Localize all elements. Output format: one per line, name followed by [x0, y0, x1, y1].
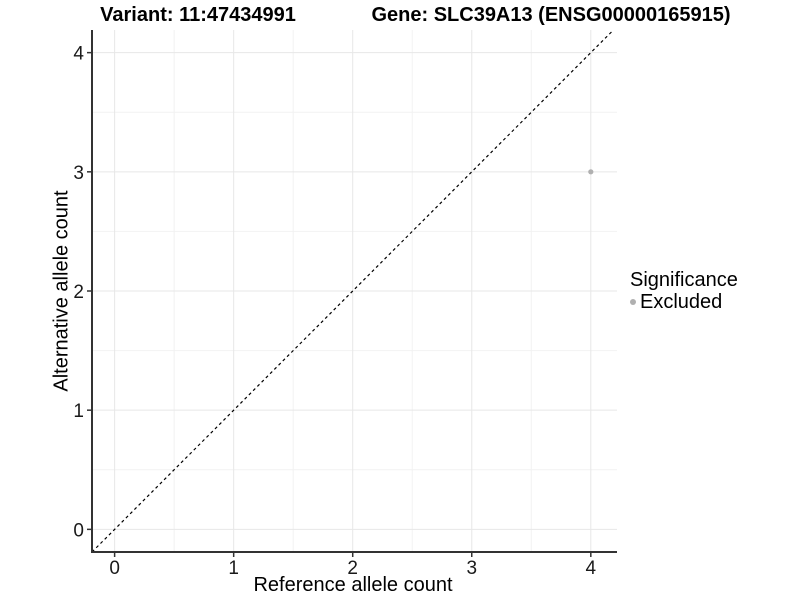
x-axis-title: Reference allele count [253, 574, 453, 596]
x-tick-label: 3 [466, 558, 477, 579]
y-tick-label: 3 [73, 163, 84, 184]
x-tick-label: 1 [228, 558, 239, 579]
legend-title: Significance [630, 269, 738, 291]
legend-item-excluded: Excluded [630, 291, 738, 313]
identity-reference-line [91, 29, 614, 553]
gene-title: Gene: SLC39A13 (ENSG00000165915) [371, 4, 731, 26]
x-tick-label: 2 [347, 558, 358, 579]
x-tick-label: 0 [109, 558, 120, 579]
legend-item-label: Excluded [640, 291, 723, 313]
excluded-point-swatch-icon [630, 299, 636, 305]
y-tick-label: 4 [73, 44, 84, 65]
y-tick-label: 0 [73, 520, 84, 541]
y-axis-title: Alternative allele count [50, 190, 73, 392]
legend: Significance Excluded [630, 269, 738, 313]
x-tick-label: 4 [586, 558, 597, 579]
variant-title: Variant: 11:47434991 [100, 4, 296, 26]
data-point [588, 169, 594, 175]
y-tick-label: 2 [73, 282, 84, 303]
y-tick-label: 1 [73, 401, 84, 422]
